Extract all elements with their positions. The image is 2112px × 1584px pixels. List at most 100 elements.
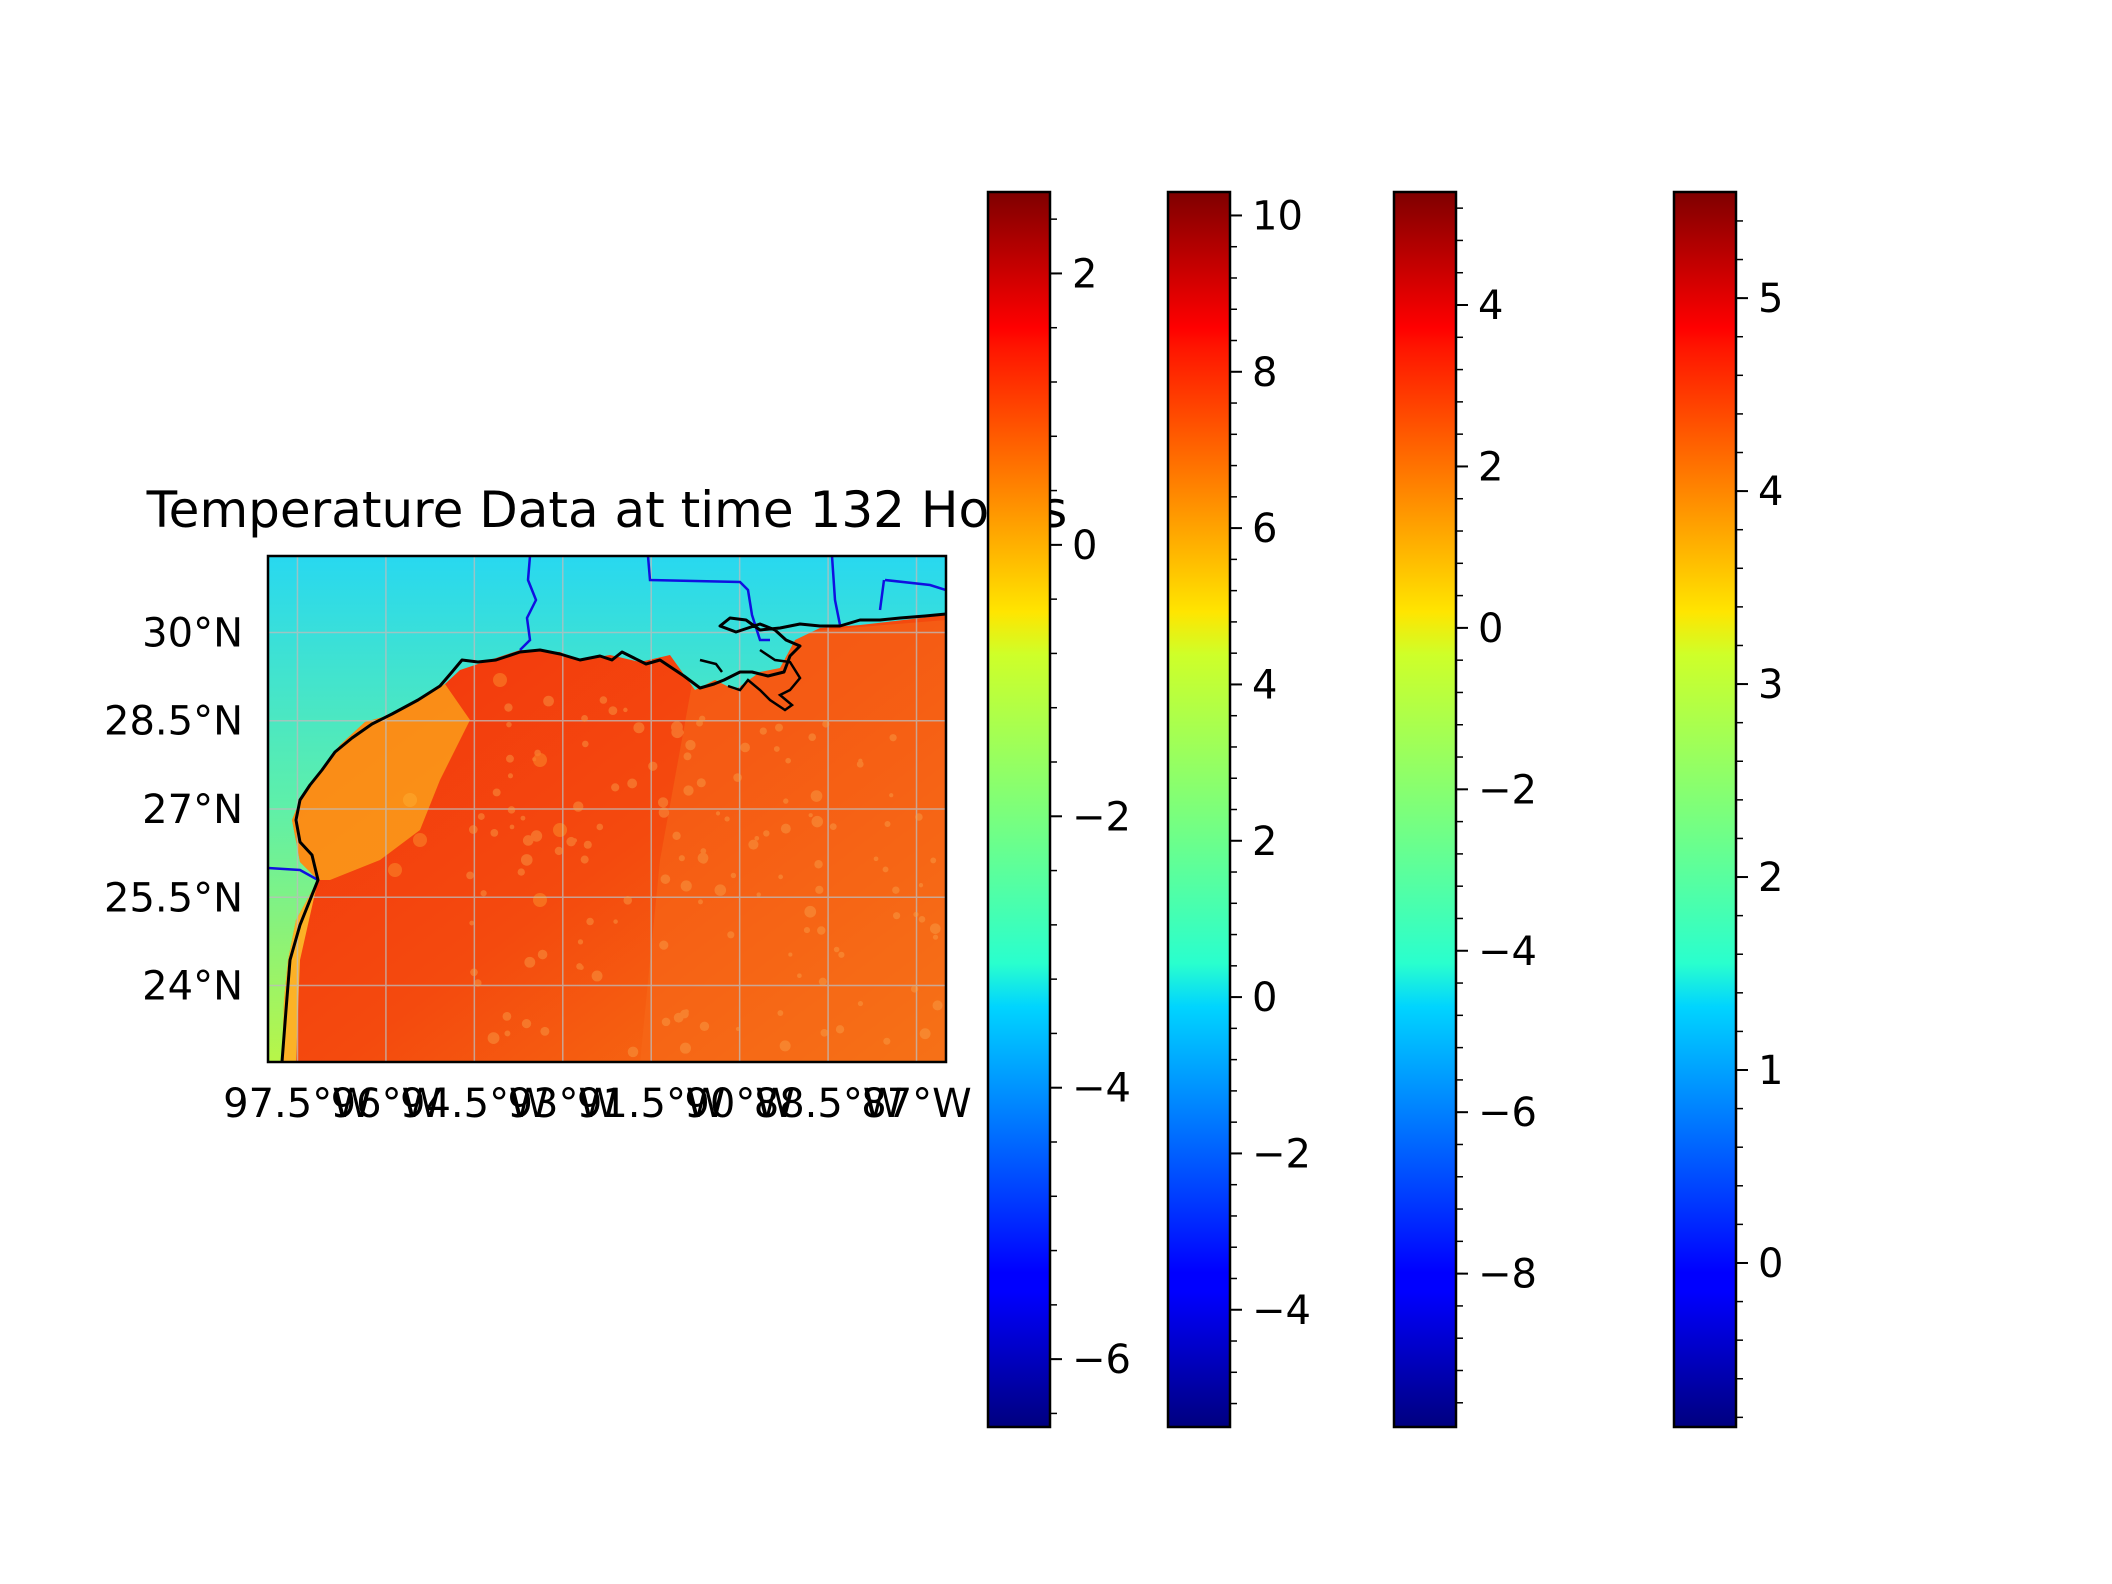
ocean-cell (756, 892, 761, 897)
colorbar-3: 4 2 0 −2 −4 −6 −8 (1392, 190, 1537, 1429)
ocean-cell (623, 896, 632, 905)
ocean-cell (683, 752, 692, 761)
ocean-cell (748, 839, 759, 850)
colorbar-tick-label: −4 (1478, 929, 1537, 975)
colorbar-tick-label: 3 (1758, 662, 1783, 708)
ocean-cell (517, 868, 525, 876)
ocean-cell (627, 778, 638, 789)
colorbar-tick-label: 2 (1072, 251, 1097, 297)
ocean-cell (533, 753, 547, 767)
ocean-cell (919, 1028, 931, 1040)
ocean-cell (833, 946, 840, 953)
ocean-cell (493, 673, 507, 687)
ocean-cell (724, 816, 730, 822)
ocean-cell (613, 919, 618, 924)
colorbar-frame (1392, 190, 1458, 1429)
ocean-cell (892, 886, 900, 894)
ocean-cell (727, 931, 735, 939)
ocean-cell (929, 923, 941, 934)
coastline (280, 612, 946, 1062)
ocean-cell (586, 917, 594, 926)
ocean-cell (659, 940, 669, 950)
colorbar-tick-label: 0 (1478, 606, 1503, 652)
longitude-label: 96°W (331, 1081, 441, 1127)
ocean-cell (683, 785, 694, 796)
ocean-cell (680, 880, 692, 892)
ocean-cell (754, 835, 760, 841)
ocean-cell (532, 757, 537, 762)
ocean-cell (775, 723, 783, 732)
ocean-cell (873, 856, 879, 862)
ocean-cell (509, 824, 515, 830)
ocean-cell (578, 964, 584, 971)
colorbar-tick-label: −6 (1072, 1337, 1131, 1383)
ocean-cell (657, 797, 669, 808)
ocean-cell (540, 1026, 550, 1036)
ocean-cell (810, 790, 823, 802)
ocean-cell (699, 715, 706, 722)
ocean-cell (581, 714, 588, 722)
ocean-cell (930, 857, 937, 864)
colorbar-tick-label: 5 (1758, 276, 1783, 322)
ocean-cell (829, 823, 837, 831)
ocean-cell (490, 828, 499, 837)
longitude-labels: 97.5°W96°W94.5°W93°W91.5°W90°W88.5°W87°W (223, 1081, 972, 1127)
colorbar-tick-label: 1 (1758, 1048, 1783, 1094)
ocean-cell (818, 977, 827, 986)
map-frame (266, 554, 948, 1064)
ocean-cell (910, 985, 919, 993)
ocean-cell (696, 719, 703, 727)
ocean-cell (740, 742, 750, 753)
ocean-cell (403, 793, 417, 807)
ocean-cell (477, 813, 485, 820)
ocean-cell (506, 754, 514, 763)
colorbar-tick-label: 4 (1758, 469, 1783, 515)
ocean-cell (388, 863, 402, 877)
colorbar-tick-label: 10 (1252, 193, 1303, 239)
map-panel (268, 556, 946, 1062)
ocean-cell (804, 905, 817, 918)
ocean-cell (857, 1000, 864, 1007)
ocean-cell (915, 813, 923, 821)
ocean-cell (673, 1012, 684, 1023)
latitude-label: 24°N (142, 964, 243, 1010)
ocean-cell (778, 874, 784, 880)
ocean-cell (822, 720, 830, 728)
colorbar-tick-label: −2 (1478, 767, 1537, 813)
ocean-east-field (640, 620, 946, 1062)
ocean-cell (660, 874, 671, 884)
latitude-labels: 30°N 28.5°N 27°N 25.5°N 24°N (104, 610, 243, 1009)
colorbar-tick-label: −2 (1072, 794, 1131, 840)
colorbar-gradient (1394, 192, 1456, 1427)
land-field (268, 556, 946, 1062)
ocean-cell (522, 835, 534, 846)
colorbar-frame (986, 190, 1052, 1429)
ocean-cell (504, 703, 513, 712)
ocean-cell (572, 838, 578, 843)
ocean-cell (735, 1026, 741, 1031)
ocean-cell (773, 746, 780, 752)
colorbar-tick-label: −4 (1072, 1066, 1131, 1112)
ocean-cell (932, 1000, 943, 1011)
state-border-louisiana-north (646, 556, 770, 642)
ocean-cell (683, 1009, 689, 1015)
longitude-label: 88.5°W (754, 1081, 903, 1127)
ocean-cell (487, 1032, 500, 1044)
longitude-label: 90°W (684, 1081, 794, 1127)
ocean-cell (623, 707, 628, 713)
ocean-cell (779, 1040, 791, 1052)
ocean-cell (658, 807, 670, 818)
colorbar-tick-label: 2 (1758, 855, 1783, 901)
ocean-cell (521, 1018, 532, 1029)
ocean-cell (803, 927, 811, 934)
ocean-cell (698, 899, 703, 905)
ocean-cell (814, 860, 823, 869)
ocean-cell (932, 934, 939, 940)
ocean-cell (608, 706, 618, 716)
ocean-cell (714, 884, 727, 896)
ocean-cell (553, 823, 567, 837)
ocean-cell (918, 883, 924, 888)
colorbar-tick-label: 2 (1252, 819, 1277, 865)
ocean-cell (697, 852, 709, 864)
